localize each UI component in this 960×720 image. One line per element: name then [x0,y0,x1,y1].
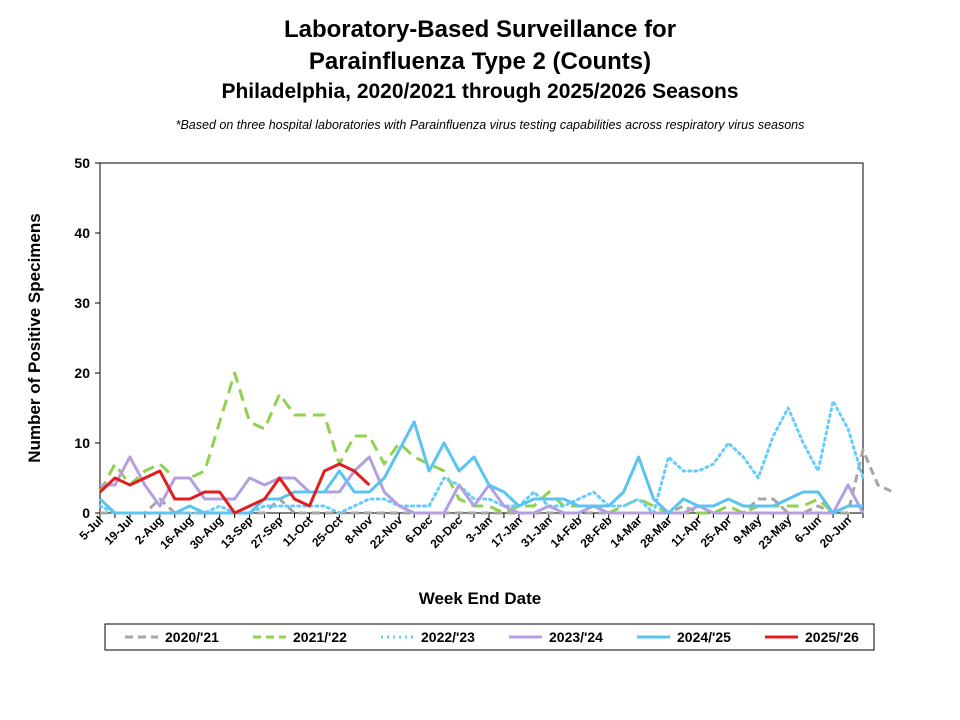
plot-area [99,162,864,514]
chart-title-line1: Laboratory-Based Surveillance for [283,16,677,43]
x-tick-label: 25-Apr [698,513,735,550]
series-line-202425 [98,420,863,515]
x-tick-label: 14-Feb [548,513,585,550]
x-tick-label: 13-Sep [218,513,256,551]
chart-note: *Based on three hospital laboratories wi… [175,118,805,132]
series-line-202324 [100,455,865,515]
legend-label: 2020/'21 [165,629,219,645]
x-tick-label: 23-May [756,513,795,552]
x-tick-label: 28-Mar [637,513,674,550]
y-tick-label: 30 [74,295,90,311]
legend-label: 2024/'25 [677,629,731,645]
x-tick-label: 20-Jun [817,513,854,550]
y-tick-label: 50 [74,155,90,171]
x-tick-label: 28-Feb [578,513,615,550]
y-tick-label: 10 [74,435,90,451]
x-tick-label: 22-Nov [367,513,405,551]
legend-label: 2025/'26 [805,629,859,645]
x-tick-label: 17-Jan [488,513,525,550]
y-axis-label: Number of Positive Specimens [25,213,44,462]
y-tick-label: 20 [74,365,90,381]
y-tick-label: 0 [82,505,90,521]
x-tick-label: 25-Oct [309,513,345,549]
series-line-202526 [98,462,371,515]
chart-title-line2: Parainfluenza Type 2 (Counts) [308,48,652,75]
legend [104,623,875,651]
x-tick-label: 27-Sep [248,513,286,551]
chart-subtitle: Philadelphia, 2020/2021 through 2025/202… [221,80,739,103]
series-line-202223 [98,399,865,515]
legend-label: 2021/'22 [293,629,347,645]
x-tick-label: 20-Dec [427,513,465,551]
legend-label: 2023/'24 [549,629,603,645]
legend-label: 2022/'23 [421,629,475,645]
x-tick-label: 19-Jul [102,513,136,547]
y-tick-label: 40 [74,225,90,241]
x-tick-label: 11-Apr [668,513,705,550]
x-tick-label: 14-Mar [607,513,644,550]
series-line-202122 [98,371,863,515]
x-axis-label: Week End Date [419,589,542,608]
x-tick-label: 31-Jan [518,513,555,550]
x-tick-label: 11-Oct [280,513,316,549]
x-tick-label: 30-Aug [187,513,226,552]
